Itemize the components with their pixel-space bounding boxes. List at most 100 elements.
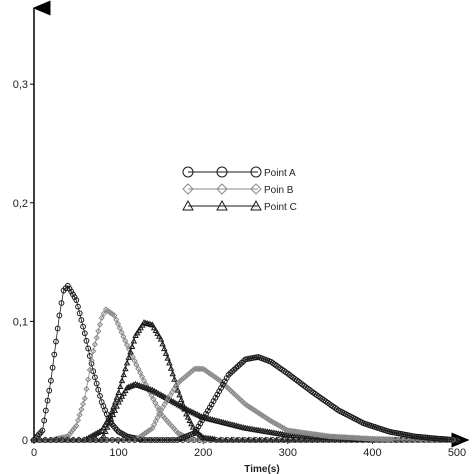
data-point (39, 427, 46, 434)
data-point (96, 321, 104, 328)
legend: Point A Poin B Point C (182, 166, 297, 213)
data-point (304, 430, 312, 437)
data-point (128, 343, 136, 349)
data-point (83, 385, 90, 393)
data-point (96, 428, 104, 434)
data-point (187, 368, 195, 376)
x-tick-label: 200 (194, 447, 212, 459)
data-point (78, 317, 85, 323)
legend-marker (182, 199, 194, 211)
data-point (103, 437, 110, 443)
data-point (76, 310, 83, 317)
data-point (117, 395, 124, 402)
data-point (299, 429, 306, 436)
data-point (76, 411, 83, 418)
data-point (395, 436, 402, 443)
data-point (184, 372, 191, 379)
data-point (31, 437, 37, 443)
data-point (123, 342, 131, 349)
x-tick-label: 0 (31, 447, 37, 459)
data-point (143, 437, 149, 443)
data-point (154, 437, 161, 443)
data-point (81, 437, 88, 443)
legend-marker (250, 166, 262, 178)
data-point (66, 431, 73, 438)
data-point (95, 328, 102, 335)
data-point (185, 370, 193, 377)
data-point (71, 294, 78, 301)
data-point (387, 436, 394, 443)
data-point (42, 407, 49, 414)
data-point (159, 437, 166, 443)
data-point (278, 436, 286, 443)
data-point (75, 303, 81, 310)
data-point (130, 381, 138, 388)
series-line (34, 322, 457, 441)
data-point (125, 354, 133, 360)
data-point (90, 347, 97, 355)
data-point (295, 436, 303, 443)
legend-label: Point C (264, 202, 297, 213)
data-point (93, 334, 100, 341)
data-point (122, 387, 129, 394)
data-point (286, 427, 293, 434)
data-point (68, 429, 75, 436)
data-point (314, 431, 321, 438)
data-point (120, 390, 127, 396)
x-tick-label: 500 (448, 447, 466, 459)
data-point (222, 436, 230, 443)
data-point (297, 429, 304, 436)
legend-marker (216, 183, 228, 195)
data-point (114, 320, 122, 328)
ticks: 0 100 200 300 400 500 0 0,1 0,2 0,3 (13, 79, 466, 459)
data-point (290, 428, 297, 435)
data-point (122, 365, 129, 372)
data-point (74, 417, 82, 424)
data-point (85, 345, 92, 352)
data-point (86, 366, 93, 374)
x-axis-label: Time(s) (244, 464, 279, 474)
data-point (184, 413, 192, 420)
data-point (137, 437, 144, 443)
data-point (81, 395, 88, 402)
data-point (138, 432, 145, 440)
data-point (100, 310, 107, 317)
x-tick-label: 100 (109, 447, 127, 459)
data-point (46, 387, 53, 394)
data-point (444, 436, 451, 443)
data-point (92, 374, 98, 381)
data-point (211, 435, 218, 442)
data-point (437, 435, 443, 442)
data-point (64, 282, 71, 289)
data-point (267, 436, 275, 443)
data-point (78, 406, 85, 413)
series-line (34, 356, 458, 441)
data-point (122, 337, 129, 344)
data-point (98, 427, 105, 433)
data-point (439, 436, 445, 442)
data-point (155, 407, 163, 414)
data-point (53, 338, 59, 345)
data-point (155, 332, 163, 339)
data-point (228, 436, 235, 443)
data-point (36, 437, 43, 443)
data-point (295, 428, 302, 436)
data-point (306, 430, 313, 437)
data-point (325, 433, 332, 440)
data-point (126, 437, 133, 443)
data-point (400, 436, 407, 443)
data-point (147, 426, 154, 433)
data-point (174, 386, 182, 393)
data-point (166, 359, 173, 366)
data-point (44, 397, 51, 404)
data-point (183, 410, 190, 417)
y-tick-label: 0,1 (13, 316, 28, 328)
data-point (152, 399, 159, 406)
data-point (83, 337, 90, 344)
data-point (53, 437, 60, 443)
x-tick-label: 300 (279, 447, 297, 459)
legend-marker (250, 183, 262, 195)
legend-marker (182, 166, 194, 178)
axes (32, 0, 470, 448)
data-point (109, 411, 117, 418)
